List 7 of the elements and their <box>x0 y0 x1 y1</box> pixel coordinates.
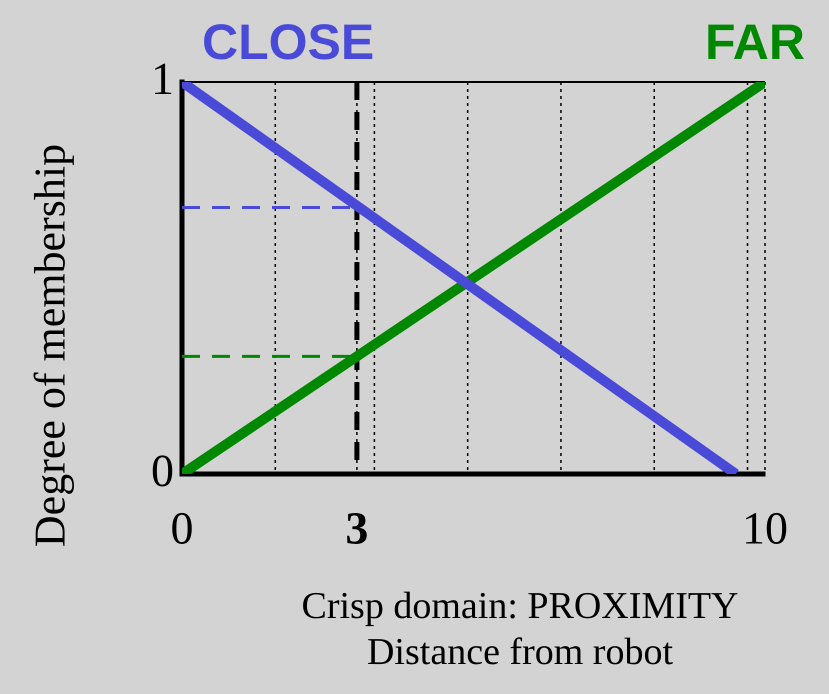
x-axis-title: Crisp domain: PROXIMITY Distance from robot <box>300 584 740 675</box>
x-tick-label: 10 <box>742 502 788 554</box>
series-label: CLOSE <box>202 14 374 70</box>
series-label: FAR <box>705 14 805 70</box>
y-tick-label: 1 <box>151 53 174 104</box>
y-axis-title: Degree of membership <box>24 142 76 550</box>
x-tick-label: 3 <box>345 502 368 554</box>
